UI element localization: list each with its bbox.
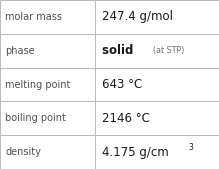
Bar — [0, 135, 95, 169]
Bar — [0, 101, 95, 135]
Text: solid: solid — [102, 44, 141, 57]
Text: boiling point: boiling point — [5, 113, 66, 123]
Text: 2146 °C: 2146 °C — [102, 112, 150, 125]
Text: melting point: melting point — [5, 79, 71, 90]
Bar — [95, 101, 219, 135]
Bar — [95, 135, 219, 169]
Text: (at STP): (at STP) — [153, 46, 184, 55]
Bar — [95, 68, 219, 101]
Bar — [95, 34, 219, 68]
Text: 643 °C: 643 °C — [102, 78, 142, 91]
Bar — [0, 68, 95, 101]
Text: 247.4 g/mol: 247.4 g/mol — [102, 10, 173, 23]
Text: phase: phase — [5, 46, 35, 56]
Text: 3: 3 — [188, 143, 193, 152]
Bar — [95, 0, 219, 34]
Text: density: density — [5, 147, 41, 157]
Bar — [0, 0, 95, 34]
Text: molar mass: molar mass — [5, 12, 62, 22]
Bar — [0, 34, 95, 68]
Text: 4.175 g/cm: 4.175 g/cm — [102, 146, 169, 159]
